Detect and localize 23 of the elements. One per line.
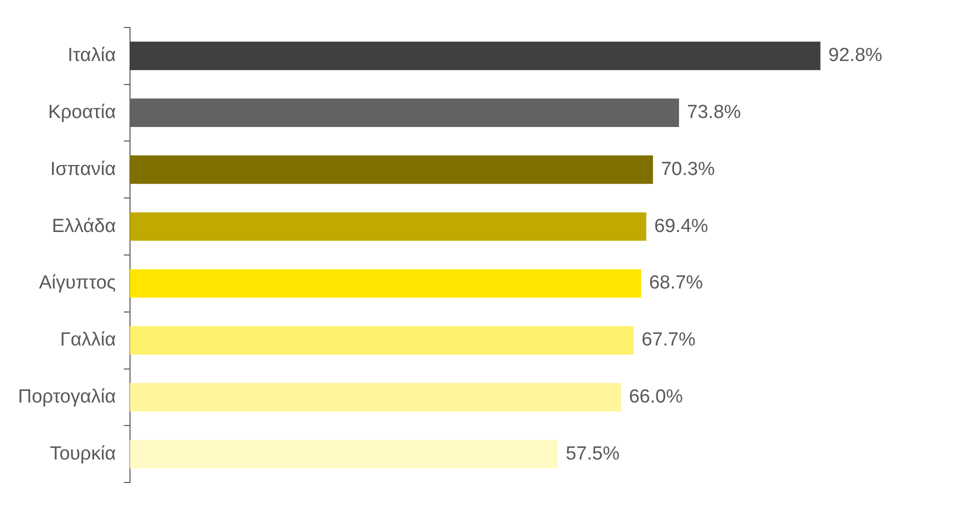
y-tick-label: Κροατία <box>48 102 116 123</box>
bar <box>130 212 646 241</box>
data-label: 69.4% <box>654 216 708 237</box>
y-tick-label: Ελλάδα <box>52 216 116 237</box>
data-label: 57.5% <box>566 443 620 464</box>
data-label: 67.7% <box>642 330 696 351</box>
y-tick-label: Αίγυπτος <box>38 272 116 294</box>
data-label: 92.8% <box>828 45 882 66</box>
data-label: 66.0% <box>628 386 683 408</box>
bar <box>130 42 820 70</box>
y-tick-label: Ιταλία <box>68 45 116 66</box>
bar <box>130 326 634 355</box>
data-label: 73.8% <box>687 102 742 123</box>
bar <box>130 155 653 184</box>
y-tick-label: Τουρκία <box>50 443 116 464</box>
y-tick-label: Ισπανία <box>50 158 116 180</box>
bar <box>130 383 621 412</box>
data-label: 68.7% <box>649 272 704 294</box>
y-tick-label: Πορτογαλία <box>18 386 116 408</box>
y-tick-label: Γαλλία <box>60 330 116 351</box>
bar <box>130 269 642 298</box>
bar <box>130 440 558 468</box>
data-label: 70.3% <box>660 158 715 180</box>
